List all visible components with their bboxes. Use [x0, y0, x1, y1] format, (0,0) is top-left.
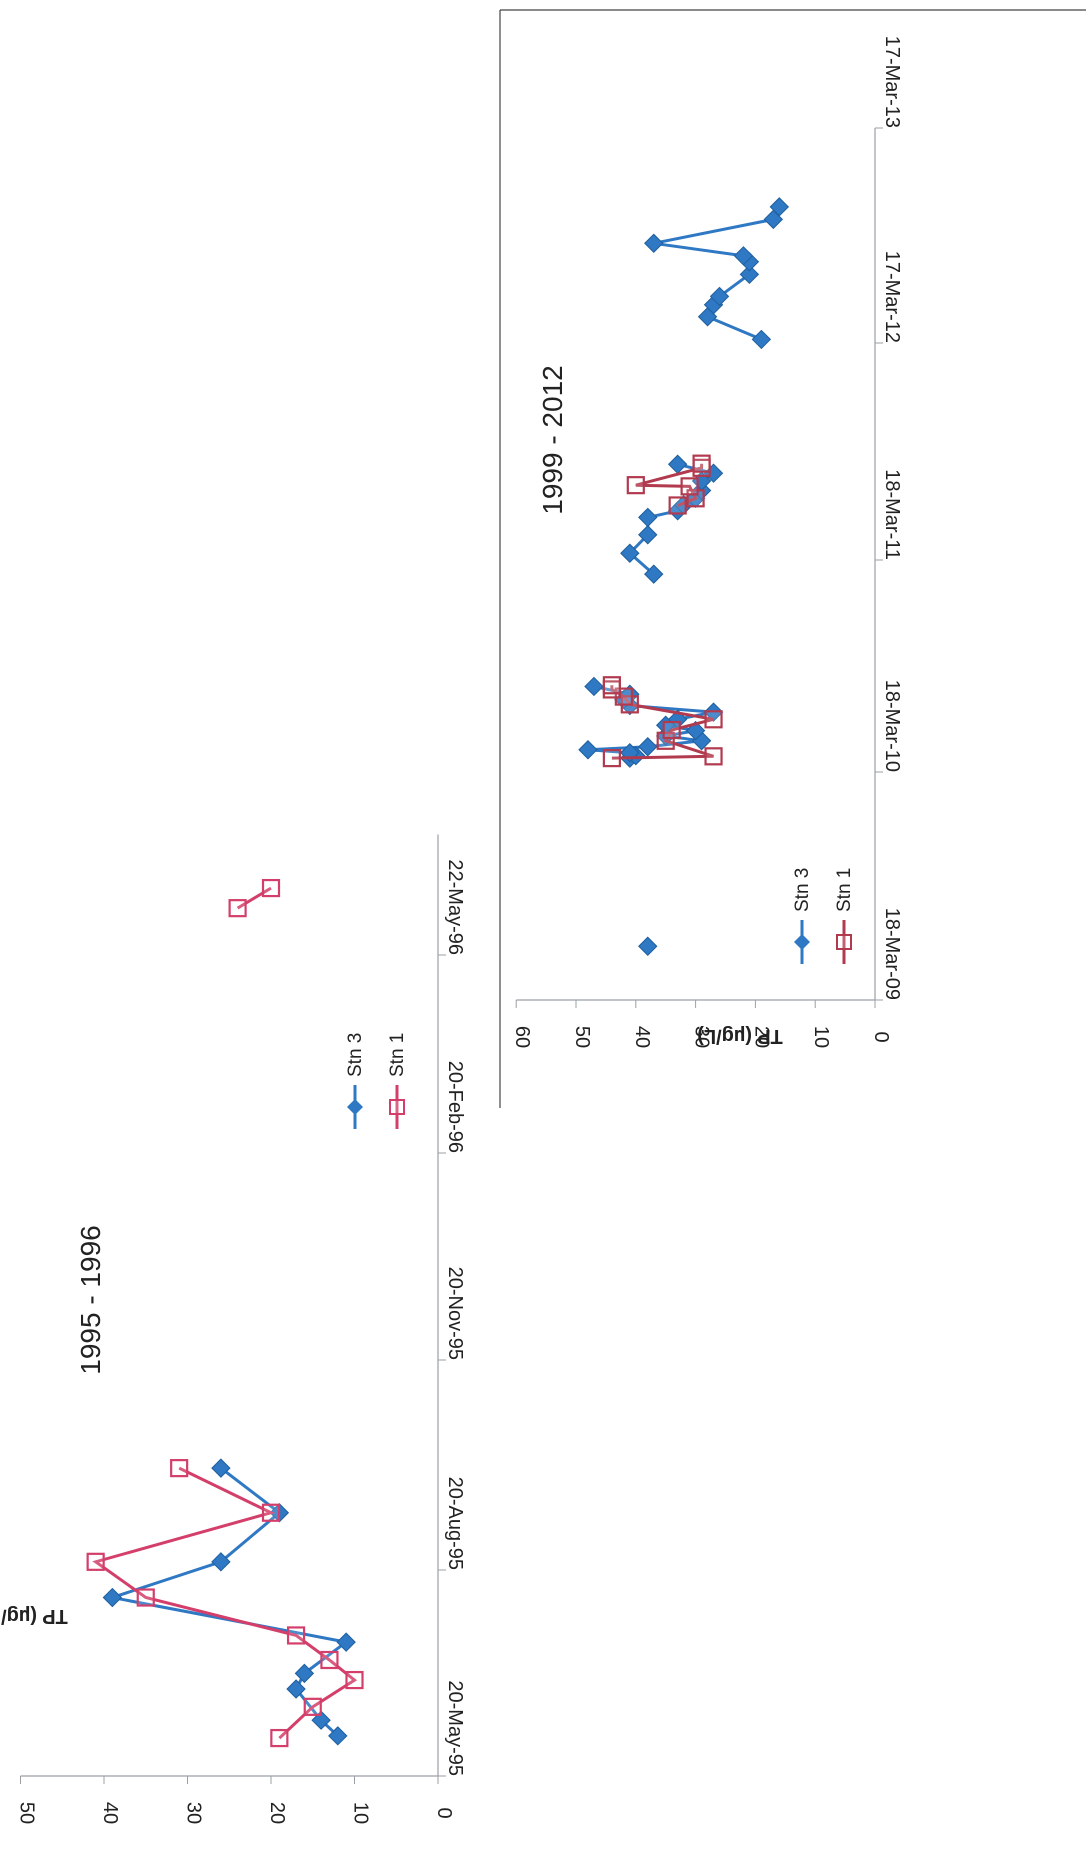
x-tick-label: 18-Mar-09 — [881, 908, 903, 1000]
series-line-stn-1 — [92, 1466, 358, 1740]
data-point-stn-1 — [286, 1626, 306, 1645]
y-tick-label: 30 — [183, 1802, 205, 1824]
legend-marker — [389, 1099, 405, 1115]
x-tick-label: 20-Aug-95 — [444, 1477, 466, 1570]
y-tick-label: 50 — [571, 1026, 593, 1048]
y-tick-label: 10 — [810, 1026, 832, 1048]
y-axis-title: TP (µg/L) — [0, 1605, 68, 1627]
data-point-stn-1 — [692, 454, 711, 473]
series-line-stn-3 — [653, 206, 781, 341]
y-tick-label: 60 — [511, 1026, 533, 1048]
y-tick-label: 10 — [350, 1802, 372, 1824]
x-tick-label: 20-Nov-95 — [444, 1267, 466, 1360]
legend-label: Stn 3 — [792, 868, 813, 912]
data-point-stn-1 — [136, 1588, 155, 1607]
data-point-stn-3 — [751, 329, 772, 350]
chart-title: 1999 - 2012 — [537, 365, 568, 514]
legend-label: Stn 1 — [834, 868, 855, 912]
y-tick-label: 50 — [16, 1802, 38, 1824]
data-point-stn-3 — [769, 197, 790, 217]
x-tick-label: 18-Mar-11 — [881, 469, 903, 560]
data-point-stn-1 — [656, 731, 675, 750]
data-point-stn-3 — [638, 936, 658, 956]
data-point-stn-1 — [602, 749, 621, 768]
data-point-stn-3 — [578, 740, 598, 760]
series-line-stn-1 — [635, 463, 704, 507]
x-tick-label: 17-Mar-13 — [881, 36, 903, 128]
data-point-stn-1 — [704, 710, 723, 729]
data-point-stn-3 — [211, 1458, 231, 1478]
data-point-stn-1 — [668, 496, 687, 515]
data-point-stn-1 — [602, 676, 621, 695]
y-tick-label: 40 — [631, 1026, 653, 1048]
chart-1995-1996: 0 10 20 30 40 50 20-May-95 20-Aug-95 20-Nov-95 20… — [0, 834, 466, 1824]
chart-title: 1995 - 1996 — [75, 1225, 106, 1374]
data-point-stn-3 — [667, 454, 688, 474]
data-point-stn-1 — [261, 1503, 281, 1522]
data-point-stn-1 — [662, 720, 681, 740]
legend-marker — [794, 934, 810, 950]
data-point-stn-3 — [328, 1726, 348, 1746]
y-axis-title: TP (µg/L) — [697, 1025, 783, 1047]
data-point-stn-1 — [704, 747, 723, 766]
data-point-stn-3 — [739, 264, 760, 285]
data-point-stn-3 — [102, 1587, 123, 1608]
legend-label: Stn 1 — [387, 1033, 408, 1077]
data-point-stn-3 — [584, 676, 604, 697]
chart-1999-2012: 0 10 20 30 40 50 60 18-Mar-09 18-Mar-10 18-Mar-11… — [511, 36, 903, 1048]
data-point-stn-1 — [320, 1650, 339, 1670]
data-point-stn-3 — [638, 737, 658, 757]
series-line-stn-1 — [236, 886, 272, 910]
y-tick-label: 20 — [266, 1802, 288, 1824]
data-point-stn-3 — [286, 1679, 306, 1699]
data-point-stn-1 — [303, 1697, 322, 1716]
data-point-stn-1 — [345, 1670, 364, 1690]
data-point-stn-3 — [703, 463, 724, 483]
data-point-stn-3 — [294, 1663, 315, 1684]
legend-marker — [836, 934, 852, 950]
x-tick-label: 17-Mar-12 — [881, 251, 903, 343]
y-tick-label: 0 — [870, 1031, 892, 1042]
data-point-stn-3 — [620, 543, 640, 563]
legend-label: Stn 3 — [345, 1033, 366, 1077]
data-point-stn-3 — [638, 525, 658, 545]
x-tick-label: 22-May-96 — [444, 859, 466, 955]
y-tick-label: 30 — [691, 1026, 713, 1048]
x-tick-label: 20-Feb-96 — [444, 1061, 466, 1153]
data-point-stn-3 — [644, 233, 664, 253]
data-point-stn-3 — [638, 507, 658, 528]
data-point-stn-3 — [733, 246, 754, 266]
data-point-stn-3 — [709, 286, 730, 307]
x-tick-label: 20-May-95 — [444, 1680, 466, 1776]
y-tick-label: 0 — [433, 1807, 455, 1818]
data-point-stn-3 — [211, 1552, 231, 1572]
data-point-stn-1 — [86, 1552, 105, 1571]
data-point-stn-3 — [644, 564, 664, 584]
data-point-stn-1 — [228, 899, 247, 918]
legend-marker — [347, 1099, 363, 1115]
data-point-stn-3 — [336, 1632, 356, 1652]
y-tick-label: 40 — [99, 1802, 121, 1824]
data-point-stn-1 — [170, 1459, 189, 1478]
data-point-stn-1 — [680, 477, 699, 496]
data-point-stn-1 — [270, 1728, 289, 1748]
y-tick-label: 20 — [750, 1026, 772, 1048]
x-tick-label: 18-Mar-10 — [881, 680, 903, 772]
data-point-stn-1 — [261, 878, 281, 898]
data-point-stn-1 — [626, 476, 645, 495]
